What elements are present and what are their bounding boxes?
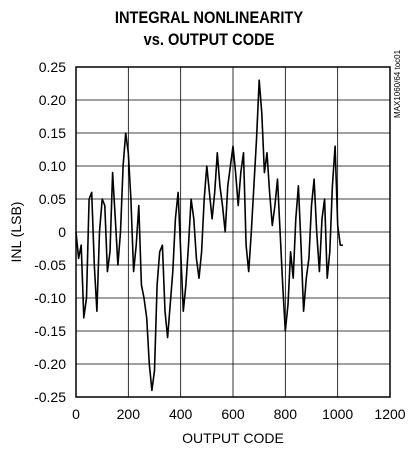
chart-title-line1: INTEGRAL NONLINEARITY xyxy=(114,8,304,27)
x-tick-label: 0 xyxy=(72,406,80,422)
y-tick-label: -0.05 xyxy=(34,257,66,273)
y-tick-labels: 0.25 0.20 0.15 0.10 0.05 0 -0.05 -0.10 -0.15 -0.2… xyxy=(34,59,66,405)
y-axis-label: INL (LSB) xyxy=(8,202,24,263)
y-tick-label: 0.10 xyxy=(39,158,66,174)
y-tick-label: 0.25 xyxy=(39,59,66,75)
y-tick-label: 0 xyxy=(58,224,66,240)
x-tick-label: 600 xyxy=(221,406,245,422)
x-tick-label: 800 xyxy=(274,406,298,422)
x-tick-label: 200 xyxy=(117,406,141,422)
y-tick-label: -0.10 xyxy=(34,290,66,306)
x-tick-labels: 0 200 400 600 800 1000 1200 xyxy=(72,406,406,422)
x-tick-label: 1200 xyxy=(374,406,405,422)
y-tick-label: -0.25 xyxy=(34,389,66,405)
series-line xyxy=(75,79,343,392)
y-tick-label: -0.15 xyxy=(34,323,66,339)
y-tick-label: 0.20 xyxy=(39,92,66,108)
y-tick-label: 0.05 xyxy=(39,191,66,207)
x-tick-label: 1000 xyxy=(322,406,353,422)
y-tick-label: -0.20 xyxy=(34,356,66,372)
plot-frame xyxy=(75,66,391,398)
chart-title-line2: vs. OUTPUT CODE xyxy=(143,30,275,49)
y-tick-label: 0.15 xyxy=(39,125,66,141)
grid-lines xyxy=(76,67,390,397)
x-tick-label: 400 xyxy=(169,406,193,422)
x-axis-label: OUTPUT CODE xyxy=(182,430,284,446)
